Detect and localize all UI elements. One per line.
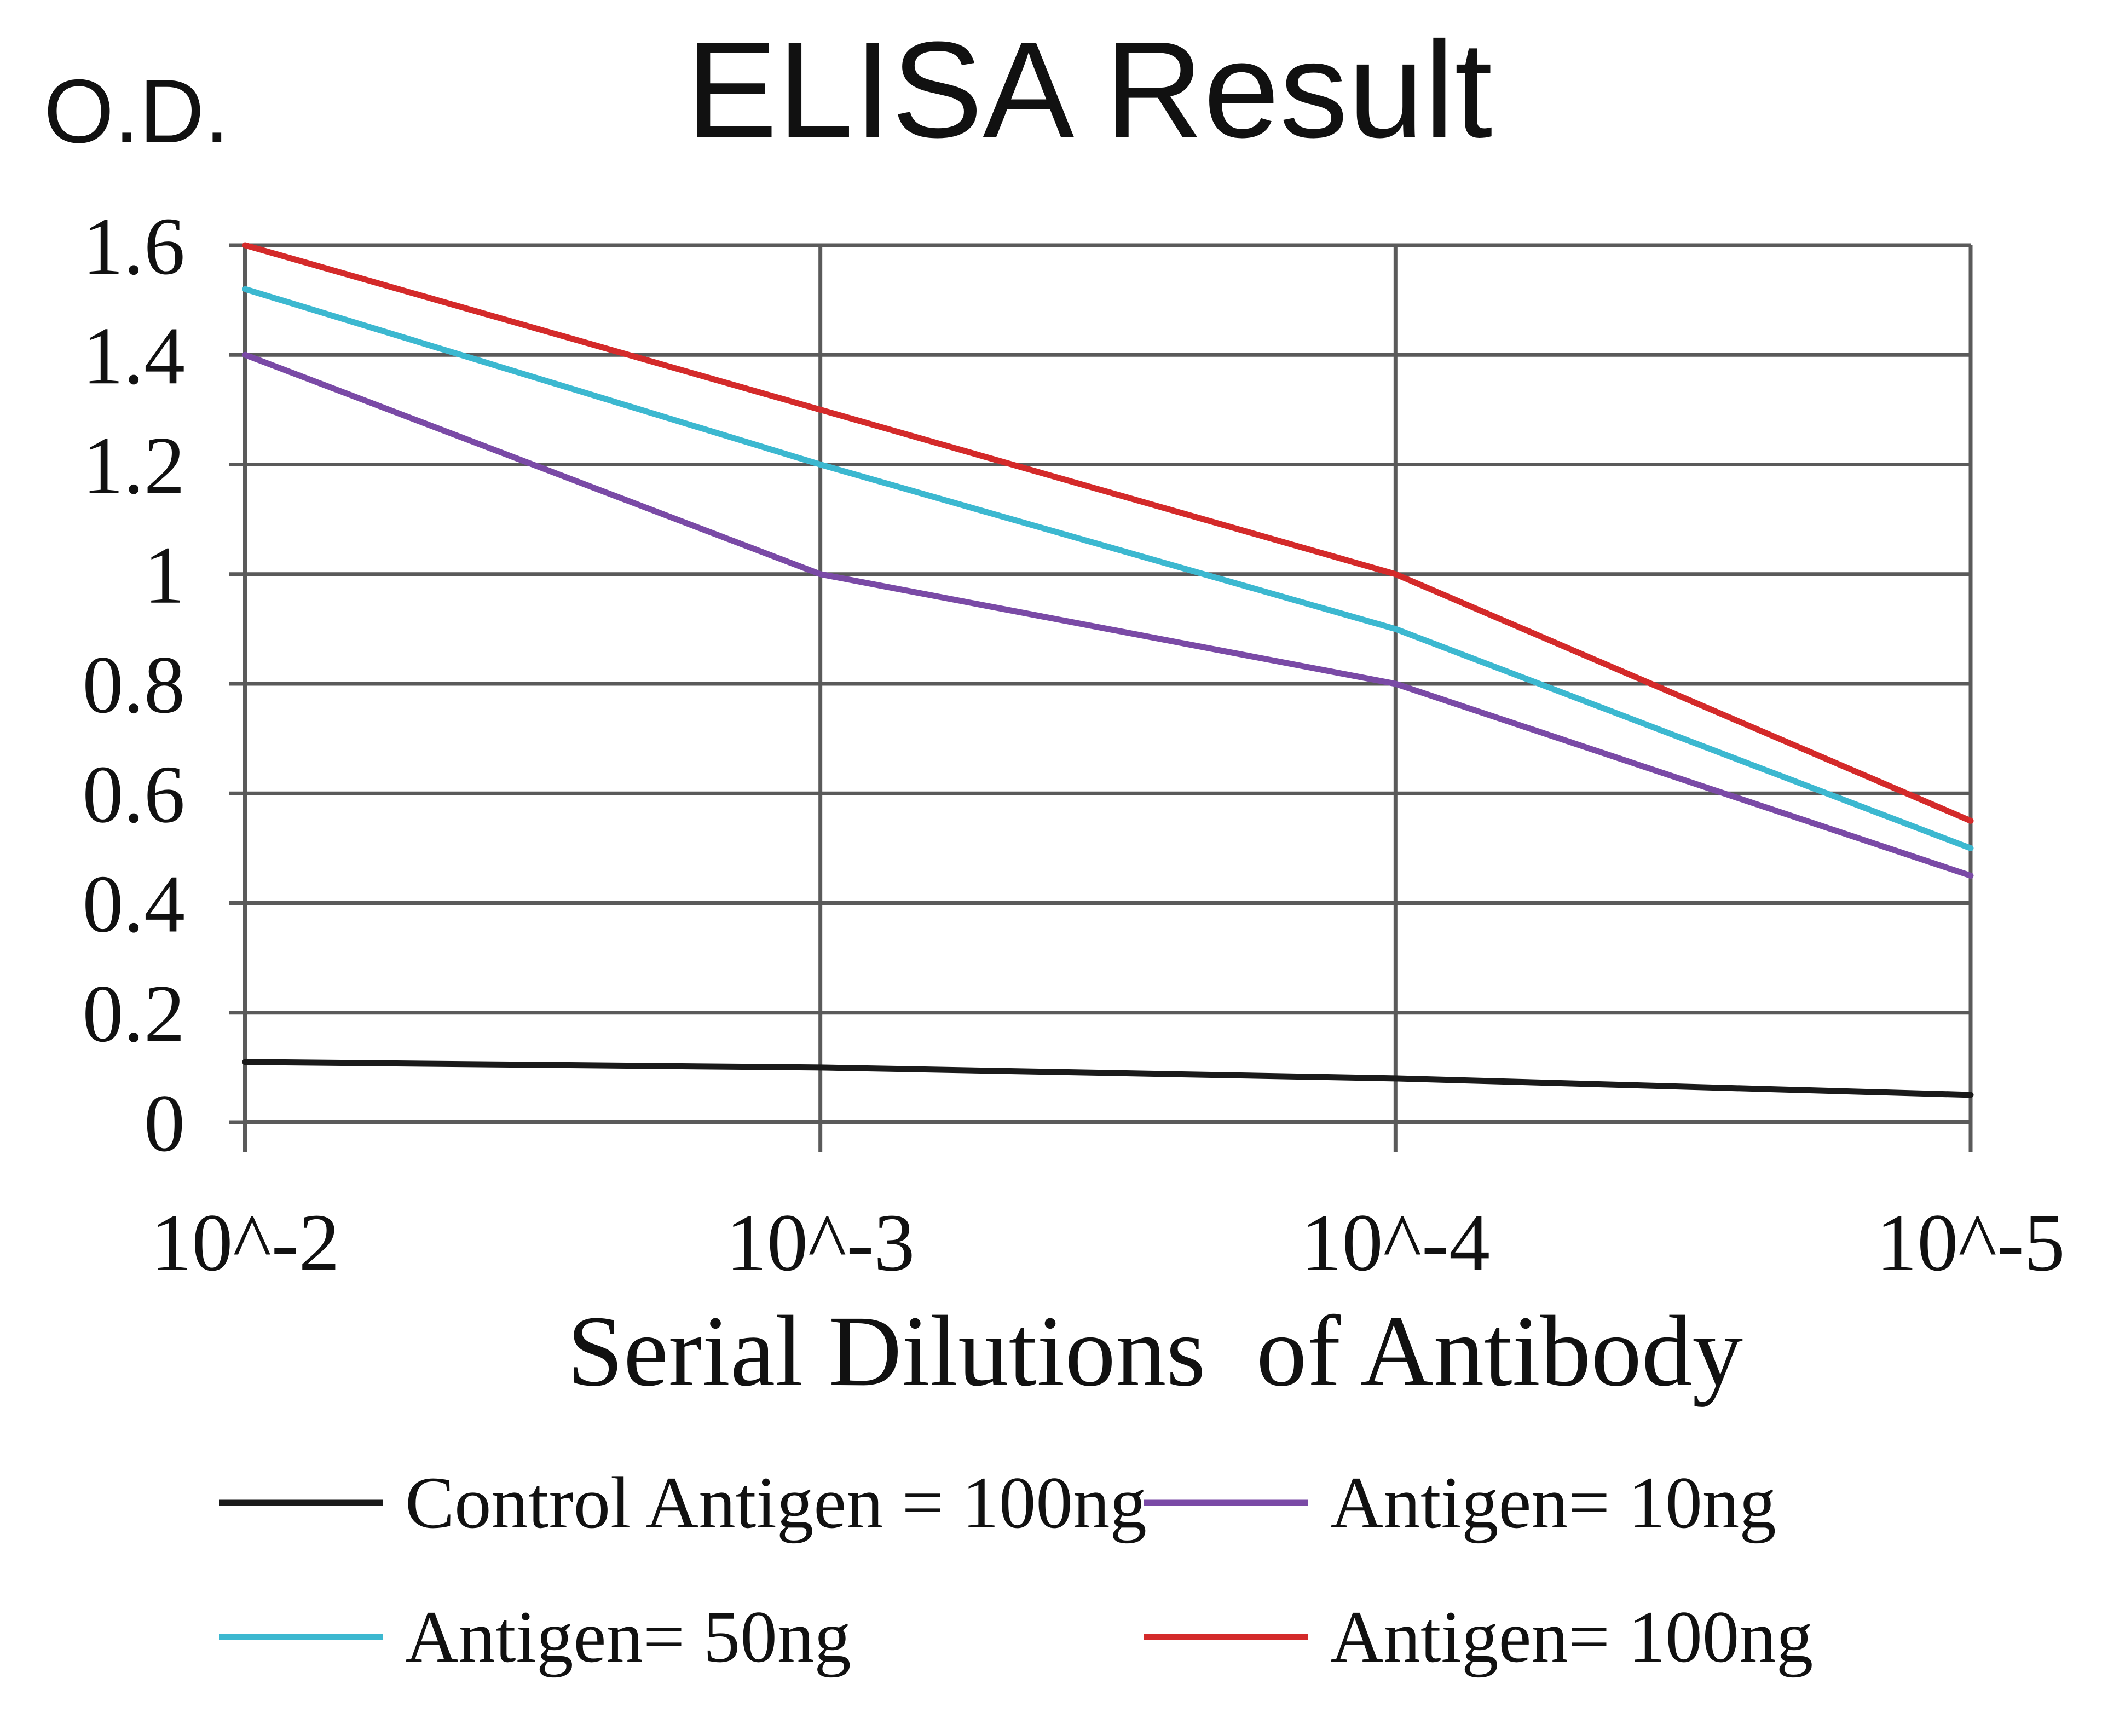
x-tick-labels: 10^-2 10^-3 10^-4 10^-5: [151, 1197, 2065, 1288]
series-line-3: [242, 242, 1974, 824]
data-series: [242, 242, 1974, 1098]
chart-title: ELISA Result: [686, 13, 1492, 166]
y-tick-label: 1.2: [83, 420, 186, 511]
y-tick-label: 0.8: [83, 639, 186, 730]
legend-label-1: Antigen= 10ng: [1330, 1462, 1776, 1544]
series-line-1: [242, 351, 1974, 879]
y-tick-label: 0.4: [83, 859, 186, 950]
x-tick-label: 10^-4: [1301, 1197, 1490, 1288]
legend-label-3: Antigen= 100ng: [1330, 1596, 1813, 1678]
y-tick-labels: 0 0.2 0.4 0.6 0.8 1 1.2 1.4 1.6: [83, 201, 186, 1169]
y-tick-label: 0: [144, 1078, 185, 1169]
x-axis-label: Serial Dilutions of Antibody: [567, 1295, 1743, 1408]
gridlines: [245, 243, 1973, 1122]
y-tick-label: 1.6: [83, 201, 186, 292]
y-tick-label: 1.4: [83, 310, 186, 401]
series-line-2: [242, 286, 1974, 851]
legend: Control Antigen = 100ng Antigen= 10ng Anti…: [219, 1462, 1813, 1678]
legend-label-0: Control Antigen = 100ng: [405, 1462, 1147, 1544]
y-tick-label: 0.6: [83, 749, 186, 840]
series-line-0: [242, 1059, 1974, 1098]
y-tick-label: 1: [144, 530, 185, 621]
x-tick-label: 10^-2: [151, 1197, 339, 1288]
y-tick-label: 0.2: [83, 968, 186, 1059]
x-tick-label: 10^-3: [726, 1197, 915, 1288]
axes: [229, 243, 1973, 1152]
y-axis-label: O.D.: [44, 61, 229, 162]
legend-label-2: Antigen= 50ng: [405, 1596, 851, 1678]
x-tick-label: 10^-5: [1876, 1197, 2065, 1288]
